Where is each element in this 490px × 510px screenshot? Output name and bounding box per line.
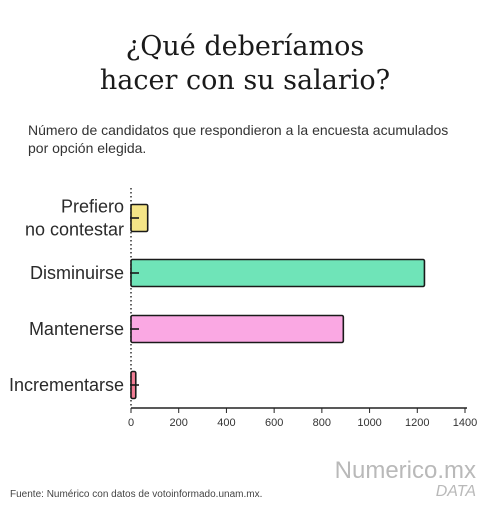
source-note: Fuente: Numérico con datos de votoinform… bbox=[10, 489, 263, 500]
category-label: Incrementarse bbox=[9, 375, 124, 395]
brand-name: Numerico.mx bbox=[334, 457, 476, 484]
category-label: Mantenerse bbox=[29, 319, 124, 339]
brand-logo: Numerico.mx DATA bbox=[335, 458, 476, 500]
category-label: no contestar bbox=[25, 220, 124, 240]
x-tick-label: 200 bbox=[170, 417, 188, 429]
x-tick-label: 1400 bbox=[453, 417, 477, 429]
x-tick-label: 600 bbox=[265, 417, 283, 429]
chart-subtitle: Número de candidatos que respondieron a … bbox=[28, 122, 449, 156]
title-line-2: hacer con su salario? bbox=[99, 65, 391, 96]
category-label: Prefiero bbox=[61, 197, 124, 217]
category-label: Disminuirse bbox=[30, 263, 124, 283]
x-tick-label: 0 bbox=[128, 417, 134, 429]
x-tick-label: 1000 bbox=[357, 417, 381, 429]
bar bbox=[130, 258, 426, 288]
x-tick-label: 1200 bbox=[405, 417, 429, 429]
brand-tag: DATA bbox=[435, 483, 476, 500]
chart-title: ¿Qué deberíamos hacer con su salario? bbox=[0, 30, 490, 98]
x-tick-label: 400 bbox=[217, 417, 235, 429]
title-line-1: ¿Qué deberíamos bbox=[125, 31, 365, 62]
bar bbox=[130, 314, 345, 344]
x-tick-label: 800 bbox=[313, 417, 331, 429]
